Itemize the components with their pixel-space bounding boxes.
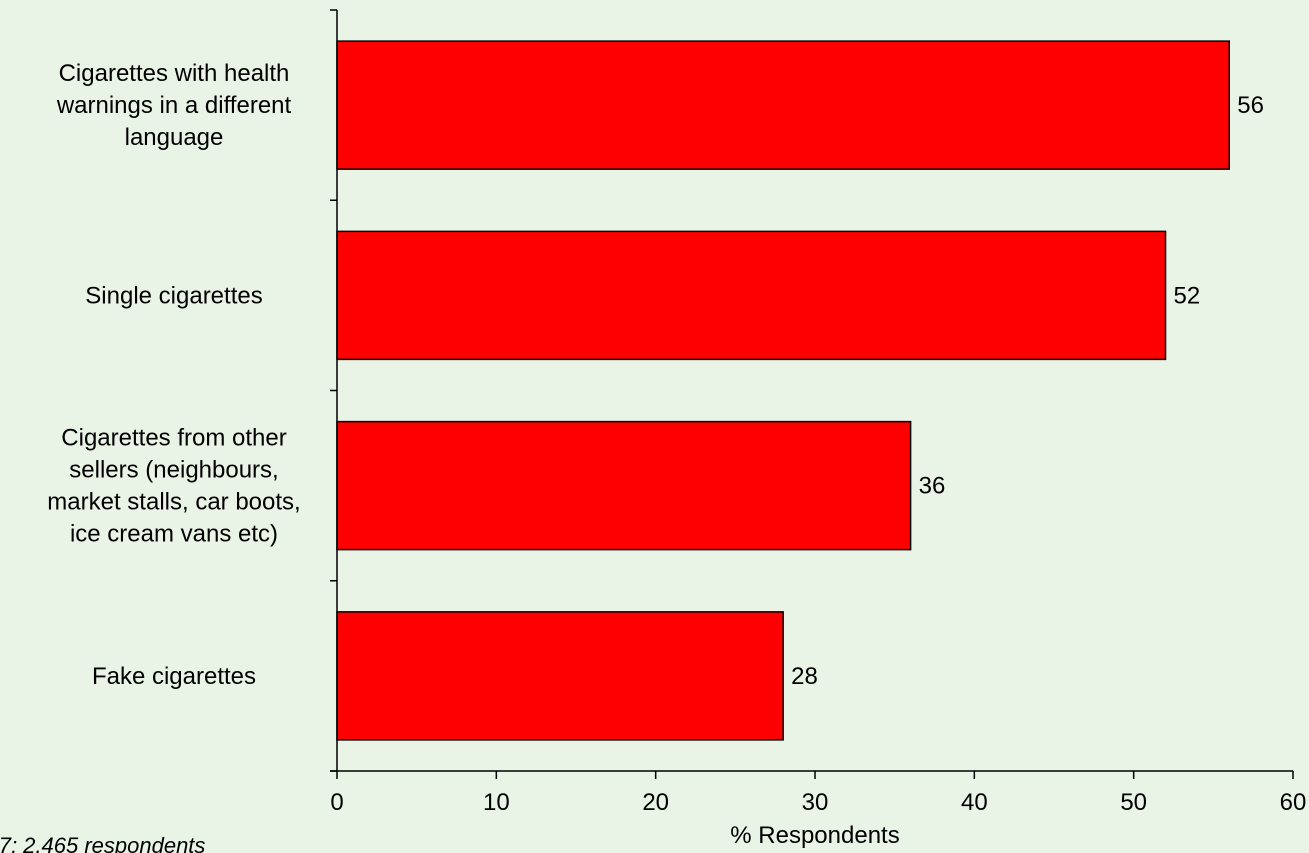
bar-value-label: 56 (1237, 92, 1264, 119)
category-label: Fake cigarettes (92, 663, 256, 690)
bar (336, 420, 912, 551)
bar-value-label: 36 (919, 473, 946, 500)
x-tick-label: 0 (330, 789, 343, 816)
bar (336, 40, 1231, 170)
x-tick-label: 50 (1120, 789, 1147, 816)
x-axis-title: % Respondents (730, 822, 899, 849)
footnote: 2007; 2,465 respondents (0, 833, 205, 853)
x-tick-label: 10 (483, 789, 510, 816)
bar (336, 230, 1167, 361)
bar (336, 611, 784, 741)
x-tick-label: 30 (802, 789, 829, 816)
bar-value-label: 28 (791, 663, 818, 690)
bars-group (336, 40, 1231, 741)
labels-group: 56 Cigarettes with health warnings in a di… (47, 60, 1306, 816)
x-tick-label: 40 (961, 789, 988, 816)
x-tick-label: 20 (642, 789, 669, 816)
x-tick-label: 60 (1280, 789, 1307, 816)
category-label: Cigarettes from other sellers (neighbours… (47, 425, 300, 548)
bar-value-label: 52 (1174, 282, 1201, 309)
category-label: Cigarettes with health warnings in a diff… (56, 60, 292, 151)
category-label: Single cigarettes (85, 282, 262, 309)
axes-group (330, 9, 1294, 779)
